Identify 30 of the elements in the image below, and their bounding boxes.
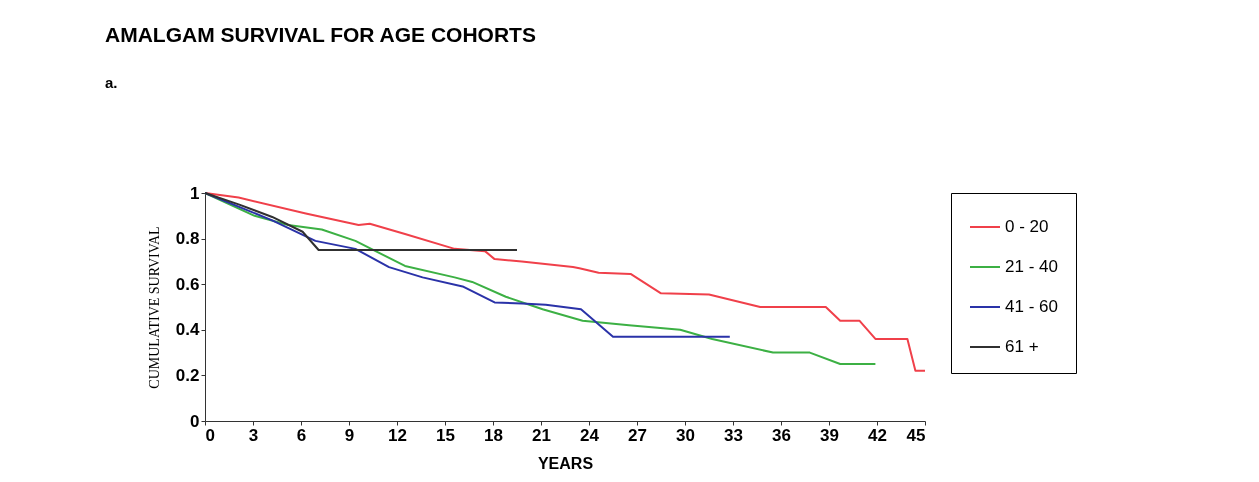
y-tick-label: 1 bbox=[190, 183, 200, 203]
x-tick-label: 27 bbox=[628, 425, 647, 445]
x-tick-label: 45 bbox=[906, 425, 926, 445]
x-tick-label: 3 bbox=[248, 425, 259, 445]
x-tick-label: 24 bbox=[580, 425, 600, 445]
x-tick-label: 30 bbox=[676, 425, 695, 445]
x-tick-label: 12 bbox=[388, 425, 407, 445]
legend-label: 61 + bbox=[1005, 337, 1039, 356]
y-tick-label: 0.6 bbox=[175, 274, 200, 294]
text: a. bbox=[105, 74, 118, 91]
legend-label: 41 - 60 bbox=[1005, 297, 1058, 316]
y-tick-label: 0.4 bbox=[175, 320, 201, 340]
legend-label: 0 - 20 bbox=[1005, 217, 1049, 236]
x-tick-label: 36 bbox=[772, 425, 791, 445]
y-axis-title: CUMULATIVE SURVIVAL bbox=[146, 226, 162, 389]
x-tick-label: 33 bbox=[724, 425, 743, 445]
legend-label: 21 - 40 bbox=[1005, 257, 1058, 276]
x-tick-label: 18 bbox=[484, 425, 503, 445]
chart-title: AMALGAM SURVIVAL FOR AGE COHORTS bbox=[105, 23, 536, 46]
y-tick-label: 0 bbox=[190, 411, 200, 431]
x-tick-label: 39 bbox=[820, 425, 839, 445]
x-tick-label: 6 bbox=[296, 425, 307, 445]
x-tick-label: 15 bbox=[436, 425, 455, 445]
y-tick-label: 0.2 bbox=[175, 365, 200, 385]
x-tick-label: 21 bbox=[532, 425, 551, 445]
y-tick-label: 0.8 bbox=[175, 229, 200, 249]
x-axis-title: YEARS bbox=[537, 454, 594, 472]
x-tick-label: 9 bbox=[344, 425, 355, 445]
x-tick-label: 42 bbox=[868, 425, 887, 445]
x-tick-label: 0 bbox=[205, 425, 215, 445]
